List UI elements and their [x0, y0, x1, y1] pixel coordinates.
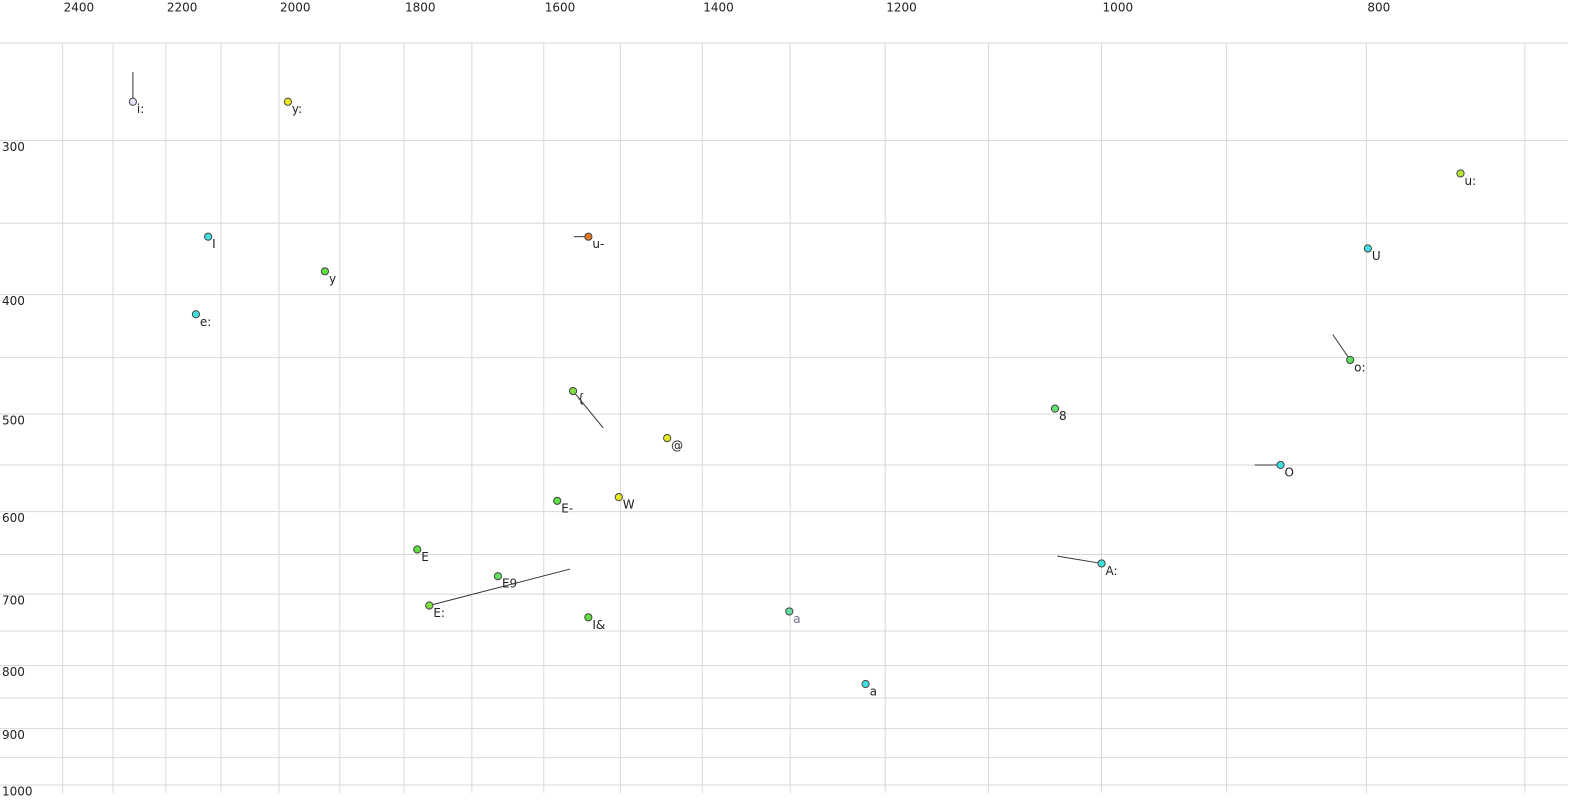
y-tick-label: 700 [2, 594, 25, 608]
vowel-point [584, 232, 593, 241]
vowel-label: i: [137, 102, 144, 116]
trajectory [1332, 334, 1351, 361]
x-tick-label: 1600 [545, 1, 576, 15]
x-tick-label: 1000 [1103, 1, 1134, 15]
x-tick-label: 800 [1367, 1, 1390, 15]
vowel-label: @ [671, 439, 683, 453]
trajectory [572, 390, 604, 429]
vowel-label: y: [292, 102, 302, 116]
y-tick-label: 600 [2, 511, 25, 525]
vowel-point [283, 97, 293, 106]
vowel-label: E- [561, 501, 573, 515]
x-tick-label: 1400 [703, 1, 734, 15]
y-tick-label: 900 [2, 728, 25, 742]
vowel-label: a [793, 612, 800, 626]
x-tick-label: 1200 [886, 1, 917, 15]
vowel-label: u: [1464, 174, 1476, 188]
x-tick-label: 2000 [280, 1, 311, 15]
vowel-label: A: [1106, 564, 1118, 578]
vowel-label: o: [1354, 360, 1365, 374]
vowel-point [785, 607, 794, 616]
vowel-point [568, 386, 578, 396]
vowel-label: I& [592, 618, 605, 632]
vowel-point [1363, 244, 1372, 253]
vowel-point [1456, 169, 1465, 178]
vowel-point [320, 267, 330, 276]
vowel-point [614, 493, 623, 502]
y-tick-label: 800 [2, 665, 25, 679]
y-tick-label: 400 [2, 294, 25, 308]
vowel-label: 8 [1059, 409, 1067, 423]
vowel-label: a [870, 685, 877, 699]
vowel-point [191, 310, 201, 319]
vowel-point [413, 545, 422, 554]
vowel-point [861, 679, 870, 689]
x-tick-label: 2200 [167, 1, 198, 15]
vowel-point [1346, 355, 1355, 365]
vowel-label: y [329, 272, 336, 286]
vowel-point [553, 496, 562, 505]
vowel-point [1097, 559, 1106, 568]
y-tick-label: 1000 [2, 785, 33, 799]
y-tick-label: 300 [2, 140, 25, 154]
vowel-label: { [577, 392, 585, 406]
vowel-label: W [623, 498, 635, 512]
trajectory [429, 568, 571, 606]
vowel-label: U [1372, 249, 1381, 263]
vowel-point [493, 572, 503, 581]
vowel-point [425, 601, 434, 610]
vowel-point [204, 232, 213, 241]
vowel-point [663, 433, 672, 443]
vowel-point [584, 613, 593, 622]
y-tick-label: 500 [2, 414, 25, 428]
vowel-label: E: [433, 606, 445, 620]
vowel-point [1276, 460, 1285, 470]
x-tick-label: 2400 [64, 1, 95, 15]
vowel-label: I [212, 237, 216, 251]
trajectory [1057, 555, 1102, 564]
vowel-point [128, 97, 137, 106]
vowel-point [1050, 404, 1060, 413]
vowel-label: e: [200, 315, 211, 329]
vowel-label: E9 [502, 577, 517, 591]
vowel-label: u- [592, 237, 604, 251]
vowel-label: E [421, 550, 429, 564]
x-tick-label: 1800 [405, 1, 436, 15]
vowel-label: O [1285, 466, 1294, 480]
